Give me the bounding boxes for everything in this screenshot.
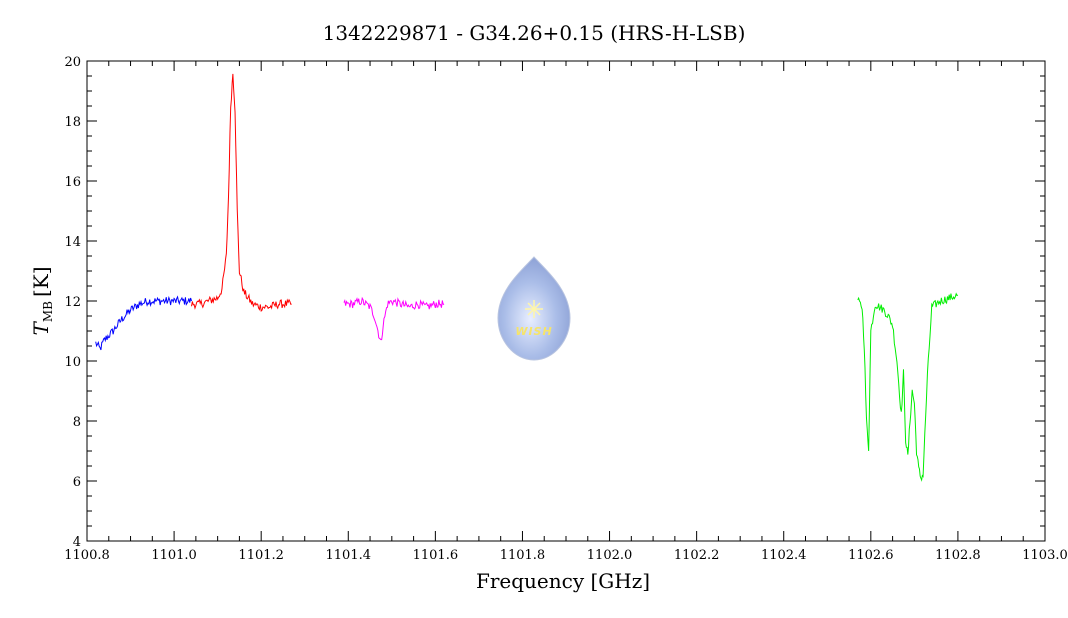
star-icon (525, 300, 543, 318)
y-axis-label-sub: MB (41, 301, 55, 322)
x-tick-label: 1103.0 (1022, 548, 1068, 563)
y-tick-label: 8 (73, 415, 81, 430)
x-tick-label: 1102.4 (761, 548, 807, 563)
wish-logo: WISH (497, 256, 571, 361)
x-tick-label: 1101.8 (500, 548, 546, 563)
svg-text:TMB[K]: TMB [K] (29, 267, 55, 336)
x-tick-label: 1102.6 (848, 548, 894, 563)
y-tick-label: 20 (64, 55, 81, 70)
spectrum-line-0 (95, 295, 192, 351)
x-tick-label: 1101.0 (151, 548, 197, 563)
y-axis-label-main: T (29, 321, 53, 336)
y-axis-label: TMB [K] (29, 267, 55, 336)
x-tick-label: 1102.2 (674, 548, 720, 563)
spectrum-series (95, 73, 959, 482)
chart-title: 1342229871 - G34.26+0.15 (HRS-H-LSB) (323, 21, 746, 45)
spectrum-line-1 (191, 73, 292, 312)
x-tick-label: 1101.6 (413, 548, 459, 563)
spectrum-line-3 (857, 292, 959, 482)
y-tick-label: 12 (64, 295, 81, 310)
logo-text: WISH (515, 325, 552, 338)
y-tick-label: 10 (64, 355, 81, 370)
y-tick-label: 6 (73, 475, 81, 490)
y-tick-label: 18 (64, 115, 81, 130)
axis-ticks: 1100.8 1101.0 1101.2 1101.4 1101.6 1101.8 1102… (64, 55, 1068, 563)
y-axis-label-unit: [K] (29, 267, 53, 298)
x-tick-label: 1101.4 (326, 548, 372, 563)
x-tick-label: 1101.2 (238, 548, 284, 563)
y-tick-label: 16 (64, 175, 81, 190)
y-tick-label: 4 (73, 535, 81, 550)
x-tick-label: 1102.8 (935, 548, 981, 563)
x-tick-label: 1102.0 (587, 548, 633, 563)
spectrum-line-2 (343, 296, 445, 341)
x-tick-label: 1100.8 (64, 548, 110, 563)
x-axis-label: Frequency [GHz] (476, 569, 650, 593)
y-tick-label: 14 (64, 235, 81, 250)
